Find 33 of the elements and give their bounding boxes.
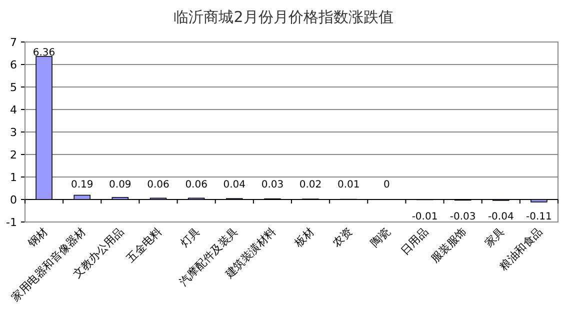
- y-tick-label: 6: [10, 58, 17, 72]
- data-label: 0.19: [70, 180, 94, 190]
- y-tick-label: 1: [10, 171, 17, 184]
- y-tick-label: 5: [10, 81, 17, 94]
- data-label: -0.01: [412, 212, 438, 222]
- x-tick-label: 陶瓷: [368, 224, 393, 250]
- data-label: 0.04: [223, 180, 246, 190]
- y-tick-label: 2: [10, 148, 17, 162]
- x-tick-label: 家具: [482, 224, 508, 250]
- data-label: 0.06: [185, 180, 208, 190]
- y-tick-label: 3: [10, 126, 17, 139]
- data-label: 0.03: [261, 180, 284, 190]
- data-label: 0: [383, 180, 390, 190]
- x-tick-label: 钢材: [24, 224, 50, 250]
- data-label: -0.11: [526, 212, 552, 222]
- y-tick-label: -1: [6, 216, 17, 229]
- y-tick-label: 0: [10, 194, 17, 206]
- data-label: 0.02: [299, 180, 322, 190]
- x-tick-label: 板材: [291, 224, 317, 250]
- x-tick-label: 灯具: [178, 224, 202, 250]
- x-tick-label: 日用品: [398, 224, 431, 258]
- data-label: 0.01: [337, 180, 360, 190]
- data-label: -0.04: [488, 212, 514, 222]
- chart-title: 临沂商城2月份月价格指数涨跌值: [174, 8, 394, 26]
- data-label: -0.03: [450, 212, 476, 222]
- x-tick-label: 五金电料: [124, 224, 164, 266]
- y-tick-label: 4: [10, 104, 17, 116]
- data-label: 6.36: [32, 47, 56, 58]
- data-label: 0.09: [109, 180, 132, 190]
- y-tick-label: 7: [10, 36, 17, 49]
- data-label: 0.06: [147, 180, 170, 190]
- x-tick-label: 农资: [330, 224, 355, 250]
- x-tick-label: 服装服饰: [428, 224, 469, 266]
